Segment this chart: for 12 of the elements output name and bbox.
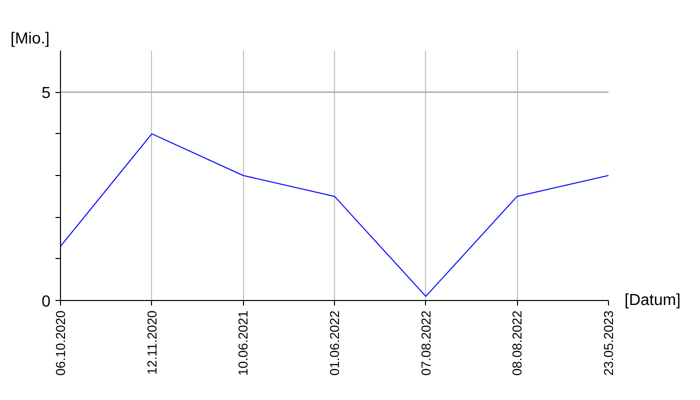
y-axis-title: [Mio.]: [10, 30, 50, 48]
x-tick-label: 08.08.2022: [510, 310, 525, 376]
y-tick-label: 5: [42, 85, 51, 102]
x-tick-label: 10.06.2021: [236, 310, 251, 376]
x-tick-label: 23.05.2023: [601, 310, 616, 376]
line-series: [60, 133, 608, 297]
y-tick-label: 0: [42, 294, 51, 310]
x-axis-title: [Datum]: [624, 292, 681, 309]
x-tick-label: 01.06.2022: [327, 310, 342, 376]
x-tick-label: 07.08.2022: [418, 310, 434, 376]
x-tick-label: 06.10.2020: [53, 310, 68, 376]
x-tick-label: 12.11.2020: [144, 310, 160, 375]
